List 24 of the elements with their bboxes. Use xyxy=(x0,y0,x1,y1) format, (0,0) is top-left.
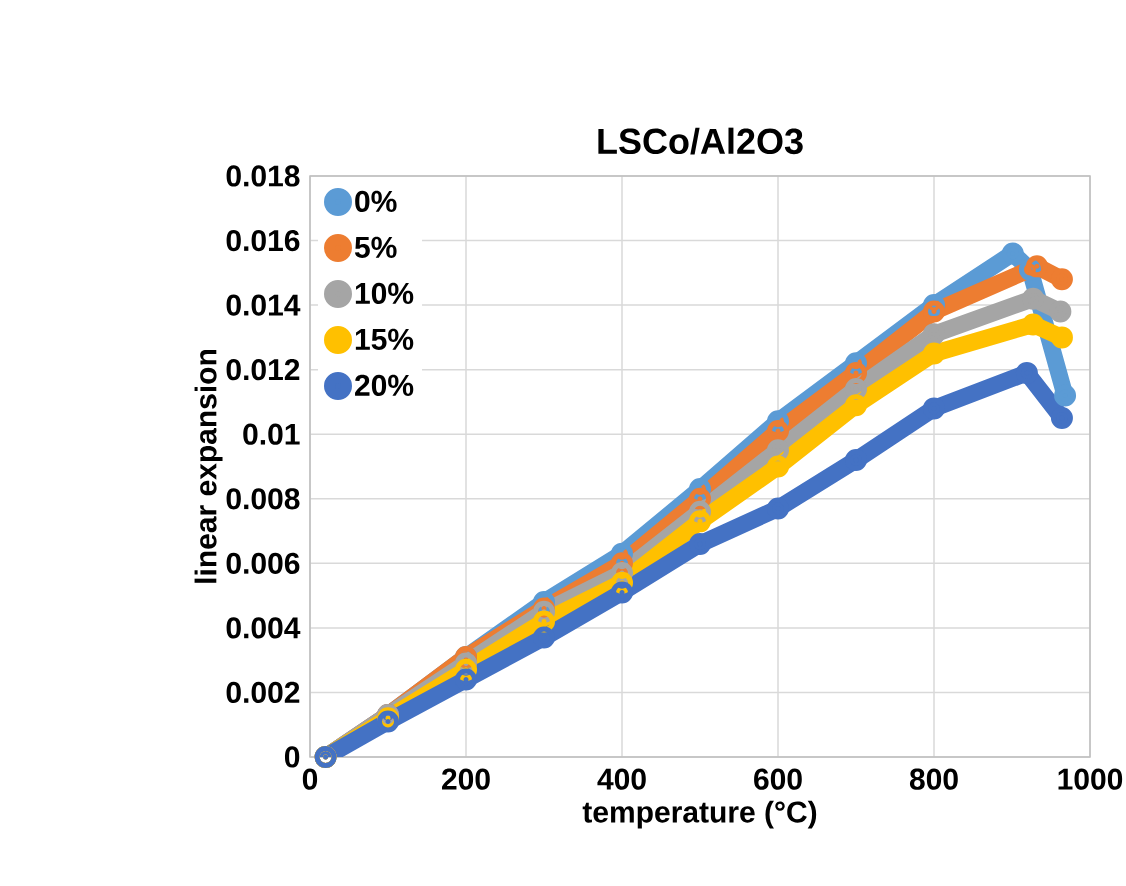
legend-label: 20% xyxy=(355,374,414,397)
x-tick-label: 800 xyxy=(909,768,958,790)
y-tick-label: 0.01 xyxy=(243,423,300,445)
y-tick-label: 0.012 xyxy=(226,359,300,381)
y-tick-label: 0.018 xyxy=(226,165,300,187)
y-tick-label: 0.014 xyxy=(226,294,301,316)
x-axis-title: temperature (°C) xyxy=(582,800,817,829)
x-tick-label: 200 xyxy=(442,768,490,790)
x-tick-label: 0 xyxy=(302,768,318,790)
legend-label: 5% xyxy=(354,236,397,258)
legend-label: 10% xyxy=(355,282,414,305)
y-tick-label: 0 xyxy=(284,746,300,768)
y-tick-label: 0.002 xyxy=(226,681,300,704)
y-tick-label: 0.008 xyxy=(226,488,300,510)
y-tick-label: 0.004 xyxy=(226,617,301,639)
y-axis-title: linear expansion xyxy=(194,350,223,583)
x-tick-label: 1000 xyxy=(1058,768,1123,790)
chart-title: LSCo/Al2O3 xyxy=(598,127,803,155)
legend-label: 0% xyxy=(355,190,397,213)
y-tick-label: 0.006 xyxy=(226,552,300,574)
legend-label: 15% xyxy=(355,328,414,350)
x-tick-label: 600 xyxy=(754,768,802,790)
y-tick-label: 0.016 xyxy=(226,229,300,252)
x-tick-label: 400 xyxy=(597,768,646,790)
